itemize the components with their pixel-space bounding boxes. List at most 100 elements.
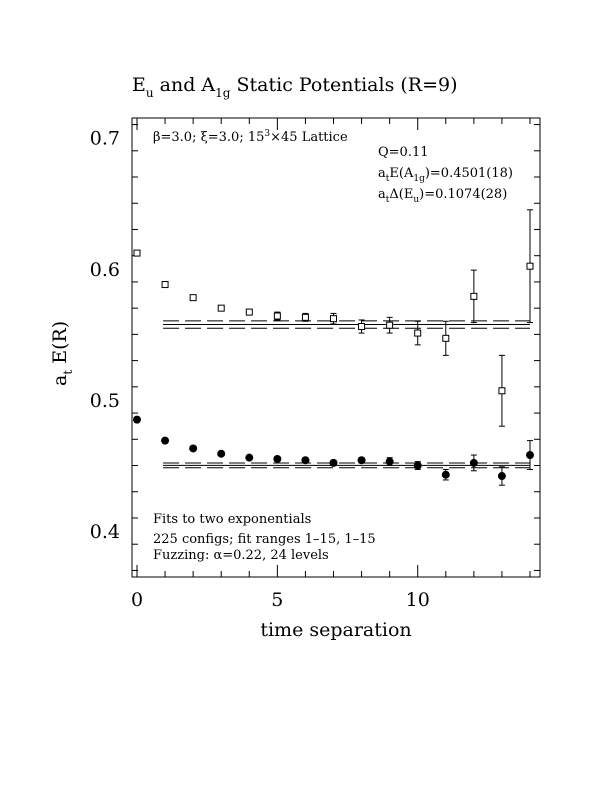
- square-marker: [498, 387, 506, 395]
- circle-marker: [245, 453, 254, 462]
- configs-annotation: 225 configs; fit ranges 1–15, 1–15: [153, 532, 376, 547]
- lattice-part-2: ×45 Lattice: [270, 130, 348, 145]
- data-point-square: [442, 320, 450, 356]
- title-part-0: E: [132, 74, 146, 96]
- square-marker: [442, 334, 450, 342]
- square-marker: [133, 249, 141, 257]
- data-point-circle: [273, 454, 282, 463]
- plot-frame: [131, 117, 541, 578]
- axis-ticks: 0 5 10 0.4 0.5 0.6 0.7: [90, 118, 540, 611]
- lattice-part-0: β=3.0; ξ=3.0; 15: [153, 130, 264, 145]
- data-point-circle: [217, 449, 226, 458]
- square-marker: [358, 323, 366, 331]
- data-point-square: [161, 281, 169, 289]
- square-marker: [245, 308, 253, 316]
- square-marker: [301, 313, 309, 321]
- y-tick-label: 0.5: [90, 390, 120, 412]
- square-marker: [330, 315, 337, 323]
- y-tick-label: 0.7: [90, 128, 120, 150]
- gap-part-3: u: [413, 195, 419, 205]
- data-point-circle: [133, 415, 141, 424]
- data-point-circle: [385, 457, 394, 467]
- title-part-4: Static Potentials (R=9): [230, 74, 457, 96]
- data-point-square: [498, 354, 506, 427]
- square-marker: [414, 329, 422, 337]
- chart-title: Eu and A1g Static Potentials (R=9): [132, 74, 458, 100]
- lattice-part-1: 3: [264, 129, 270, 139]
- energy-part-4: )=0.4501(18): [425, 166, 513, 181]
- circle-marker: [217, 449, 226, 458]
- circle-marker: [357, 456, 366, 465]
- circle-marker: [385, 457, 394, 466]
- data-point-square: [189, 294, 197, 302]
- circle-marker: [413, 461, 422, 470]
- title-part-3: 1g: [215, 86, 231, 100]
- data-point-square: [526, 209, 534, 324]
- y-label-rest: E(R): [49, 321, 71, 370]
- circle-marker: [133, 415, 141, 424]
- data-point-circle: [161, 436, 170, 445]
- gap-part-4: )=0.1074(28): [419, 187, 507, 202]
- fuzzing-annotation: Fuzzing: α=0.22, 24 levels: [153, 548, 329, 563]
- energy-part-0: a: [378, 166, 386, 181]
- y-tick-label: 0.4: [90, 521, 120, 543]
- data-point-square: [470, 269, 478, 324]
- square-marker: [526, 262, 534, 270]
- square-marker: [273, 312, 281, 320]
- data-point-circle: [497, 466, 506, 486]
- energy-part-1: t: [386, 174, 390, 184]
- y-tick-label: 0.6: [90, 259, 120, 281]
- x-tick-label: 10: [406, 589, 430, 611]
- data-point-circle: [329, 458, 338, 467]
- energy-part-3: 1g: [413, 174, 425, 184]
- circle-marker: [301, 456, 310, 465]
- y-label-sub: t: [61, 370, 75, 375]
- gap-part-1: t: [386, 195, 390, 205]
- data-point-circle: [189, 444, 198, 453]
- data-point-circle: [413, 461, 422, 470]
- data-point-circle: [245, 453, 254, 462]
- square-marker: [161, 281, 169, 289]
- data-point-square: [273, 311, 281, 321]
- gap-part-0: a: [378, 187, 386, 202]
- lattice-annotation: β=3.0; ξ=3.0; 153×45 Lattice: [153, 129, 348, 145]
- data-points: [133, 209, 534, 486]
- data-point-square: [217, 304, 225, 312]
- square-marker: [386, 321, 394, 329]
- square-marker: [470, 292, 478, 300]
- x-tick-label: 0: [131, 589, 143, 611]
- circle-marker: [189, 444, 198, 453]
- circle-marker: [497, 472, 506, 481]
- data-point-circle: [441, 468, 450, 481]
- energy-part-2: E(A: [389, 166, 414, 181]
- data-point-circle: [357, 456, 366, 465]
- square-marker: [189, 294, 197, 302]
- y-axis-label: at E(R): [49, 321, 75, 386]
- circle-marker: [469, 458, 478, 467]
- data-point-square: [133, 249, 141, 257]
- circle-marker: [441, 470, 450, 479]
- data-point-square: [386, 316, 394, 334]
- data-point-circle: [469, 454, 478, 472]
- y-label-main: a: [49, 375, 71, 386]
- circle-marker: [526, 451, 534, 460]
- circle-marker: [273, 454, 282, 463]
- circle-marker: [161, 436, 170, 445]
- data-point-square: [301, 312, 309, 322]
- data-point-circle: [301, 456, 310, 465]
- gap-part-2: Δ(E: [389, 187, 413, 202]
- square-marker: [217, 304, 225, 312]
- fit-method-annotation: Fits to two exponentials: [153, 512, 311, 527]
- circle-marker: [329, 458, 338, 467]
- fit-bands: [163, 320, 530, 469]
- data-point-square: [245, 308, 253, 316]
- q-annotation: Q=0.11: [378, 145, 429, 160]
- x-tick-label: 5: [271, 589, 283, 611]
- data-point-square: [414, 320, 422, 346]
- x-axis-label: time separation: [260, 619, 411, 641]
- data-point-circle: [526, 440, 534, 470]
- title-part-1: u: [146, 86, 154, 100]
- title-part-2: and A: [154, 74, 216, 96]
- data-point-square: [358, 319, 366, 334]
